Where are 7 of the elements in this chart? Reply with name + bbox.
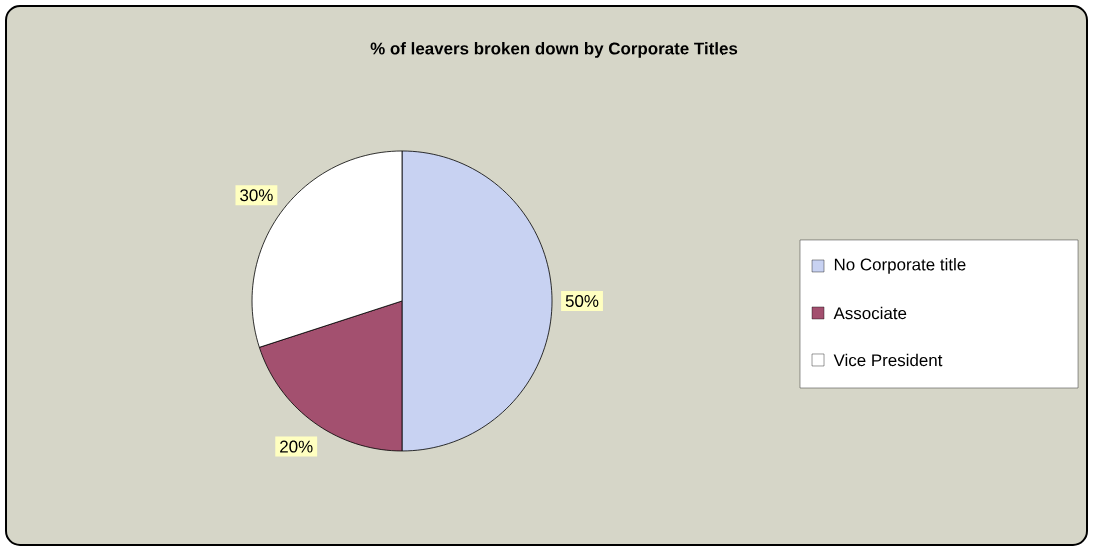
data-label: 20% bbox=[280, 440, 313, 453]
data-label: 30% bbox=[240, 189, 273, 202]
legend-label: Associate bbox=[833, 306, 907, 320]
legend-label: No Corporate title bbox=[834, 258, 966, 274]
legend-label: Vice President bbox=[833, 353, 943, 367]
chart-title: % of leavers broken down by Corporate Titles bbox=[370, 42, 738, 58]
data-label: 50% bbox=[565, 294, 599, 307]
